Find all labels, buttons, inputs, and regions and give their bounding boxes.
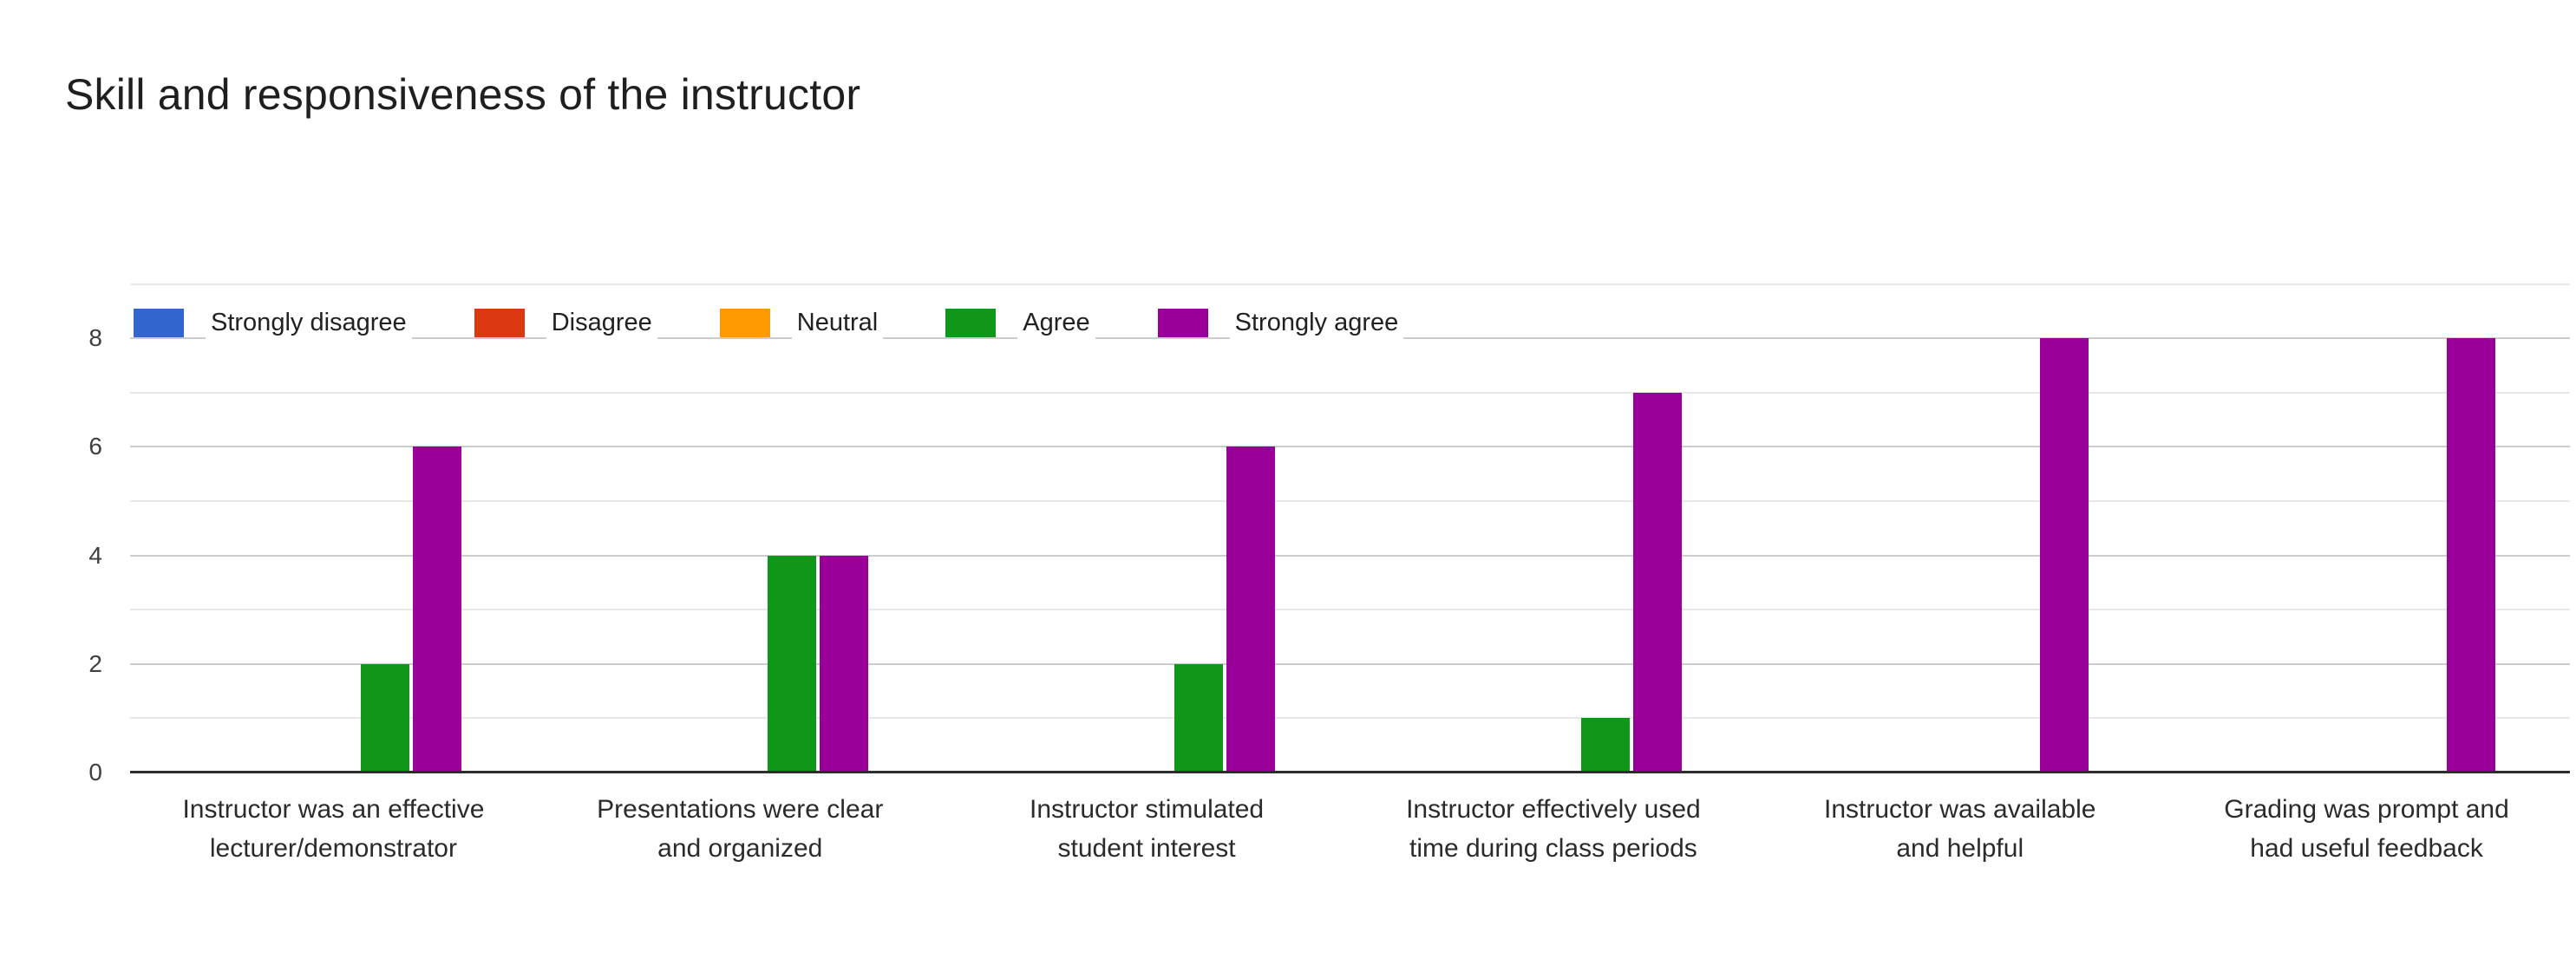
bar-group — [537, 277, 944, 773]
x-category-label-line: lecturer/demonstrator — [209, 834, 457, 863]
x-category-label: Grading was prompt and had useful feedbac… — [2163, 790, 2570, 868]
legend-swatch-icon — [719, 308, 770, 337]
minor-gridline — [130, 391, 2570, 394]
legend: Strongly disagree Disagree Neutral Agree Str… — [134, 303, 1404, 342]
bar-group — [944, 277, 1350, 773]
bar — [2039, 338, 2089, 773]
bar — [1632, 392, 1682, 773]
major-gridline — [130, 446, 2570, 448]
x-axis-baseline — [130, 771, 2570, 773]
legend-label: Strongly agree — [1229, 303, 1404, 342]
legend-label: Strongly disagree — [206, 303, 412, 342]
legend-item: Disagree — [474, 303, 657, 342]
x-axis-labels: Instructor was an effective lecturer/demo… — [130, 790, 2570, 868]
x-category-label: Instructor effectively used time during c… — [1350, 790, 1756, 868]
bar — [2446, 338, 2495, 773]
legend-swatch-icon — [945, 308, 997, 337]
legend-swatch-icon — [1157, 308, 1208, 337]
chart-title: Skill and responsiveness of the instruct… — [65, 70, 861, 119]
x-category-label: Presentations were clear and organized — [537, 790, 944, 868]
bar-group — [1350, 277, 1756, 773]
legend-item: Agree — [945, 303, 1095, 342]
x-category-label-line: Instructor effectively used — [1406, 795, 1701, 824]
legend-item: Strongly agree — [1157, 303, 1404, 342]
major-gridline — [130, 662, 2570, 665]
x-category-label-line: Instructor stimulated — [1030, 795, 1265, 824]
legend-swatch-icon — [134, 308, 184, 337]
y-tick-label: 8 — [88, 324, 102, 352]
x-category-label: Instructor stimulated student interest — [944, 790, 1350, 868]
y-tick-label: 2 — [88, 649, 102, 677]
x-category-label-line: time during class periods — [1409, 834, 1697, 863]
x-category-label-line: and helpful — [1896, 834, 2024, 863]
y-tick-label: 4 — [88, 541, 102, 569]
bar — [413, 447, 462, 773]
x-category-label-line: student interest — [1057, 834, 1236, 863]
plot-area: Strongly disagree Disagree Neutral Agree Str… — [130, 277, 2570, 773]
minor-gridline — [130, 609, 2570, 611]
x-category-label-line: had useful feedback — [2250, 834, 2483, 863]
legend-item: Neutral — [719, 303, 884, 342]
legend-label: Agree — [1017, 303, 1095, 342]
x-category-label-line: Presentations were clear — [597, 795, 884, 824]
bar — [1226, 447, 1276, 773]
minor-gridline — [130, 283, 2570, 285]
major-gridline — [130, 554, 2570, 557]
bar — [768, 555, 817, 773]
y-tick-label: 6 — [88, 433, 102, 460]
legend-label: Disagree — [546, 303, 657, 342]
bar-group — [2163, 277, 2570, 773]
bar-group — [130, 277, 537, 773]
bar — [1174, 663, 1224, 773]
y-tick-label: 0 — [88, 759, 102, 786]
x-category-label-line: Instructor was available — [1823, 795, 2096, 824]
minor-gridline — [130, 717, 2570, 720]
minor-gridline — [130, 500, 2570, 502]
bar-group — [1756, 277, 2163, 773]
x-category-label-line: Grading was prompt and — [2224, 795, 2509, 824]
legend-swatch-icon — [474, 308, 525, 337]
bar — [820, 555, 869, 773]
legend-item: Strongly disagree — [134, 303, 412, 342]
x-category-label: Instructor was an effective lecturer/demo… — [130, 790, 537, 868]
legend-label: Neutral — [791, 303, 884, 342]
bars-container — [130, 277, 2570, 773]
bar — [1580, 718, 1630, 773]
x-category-label-line: and organized — [657, 834, 823, 863]
x-category-label: Instructor was available and helpful — [1756, 790, 2163, 868]
bar — [361, 663, 410, 773]
x-category-label-line: Instructor was an effective — [182, 795, 485, 824]
